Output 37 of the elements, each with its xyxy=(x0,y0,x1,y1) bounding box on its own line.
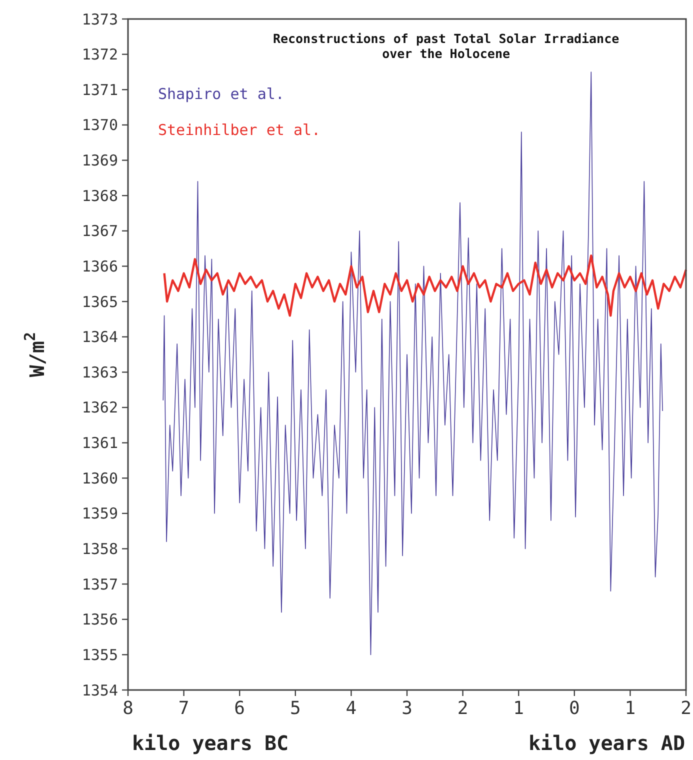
y-tick-label: 1357 xyxy=(82,575,118,594)
x-tick-label: 2 xyxy=(680,698,692,719)
x-tick-label: 2 xyxy=(457,698,468,719)
x-tick-label: 7 xyxy=(178,698,190,719)
x-tick-label: 4 xyxy=(346,698,357,719)
y-tick-label: 1360 xyxy=(82,469,118,488)
y-tick-label: 1355 xyxy=(82,646,118,664)
y-tick-label: 1366 xyxy=(82,257,118,276)
y-tick-label: 1365 xyxy=(82,292,118,311)
y-tick-label: 1363 xyxy=(82,363,118,382)
y-tick-label: 1368 xyxy=(82,186,118,205)
y-tick-label: 1359 xyxy=(82,504,118,523)
y-tick-label: 1367 xyxy=(82,222,118,240)
y-tick-label: 1358 xyxy=(82,540,118,558)
x-axis-title: kilo years BC xyxy=(132,731,289,755)
y-tick-label: 1364 xyxy=(82,328,118,346)
text: Shapiro et al. xyxy=(158,85,284,103)
text: kilo years AD xyxy=(528,731,685,755)
y-tick-label: 1370 xyxy=(82,116,118,134)
y-tick-label: 1372 xyxy=(82,46,118,64)
y-tick-label: 1371 xyxy=(82,80,118,99)
y-tick-label: 1361 xyxy=(82,434,118,452)
y-tick-label: 1373 xyxy=(82,10,118,28)
y-tick-label: 1362 xyxy=(82,398,118,417)
x-tick-label: 0 xyxy=(568,698,580,719)
x-tick-label: 8 xyxy=(122,698,134,719)
y-tick-label: 1369 xyxy=(82,152,118,170)
x-tick-label: 1 xyxy=(513,698,524,719)
y-tick-label: 1354 xyxy=(82,681,118,700)
text: Steinhilber et al. xyxy=(158,121,321,139)
x-tick-label: 3 xyxy=(402,698,412,719)
x-tick-label: 6 xyxy=(234,698,246,719)
line-series xyxy=(163,254,688,317)
y-tick-label: 1356 xyxy=(82,610,118,629)
x-tick-label: 5 xyxy=(290,698,301,719)
text: Reconstructions of past Total Solar Irradiance over the Holocene xyxy=(272,31,620,61)
x-tick-label: 1 xyxy=(624,698,636,719)
